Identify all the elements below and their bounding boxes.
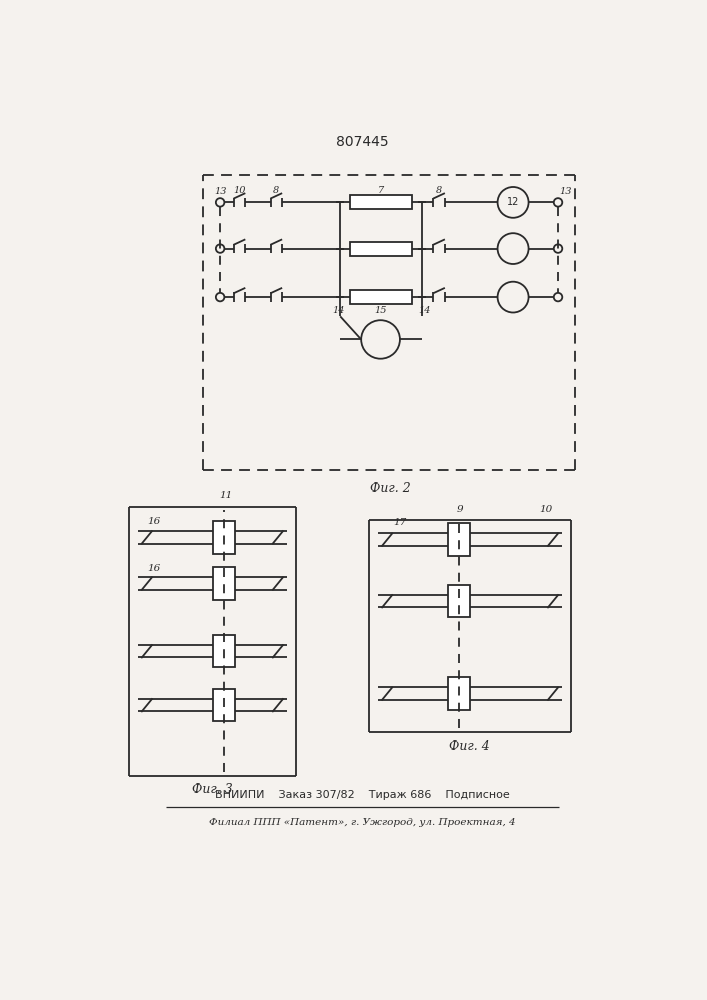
Text: Фиг. 3: Фиг. 3: [192, 783, 233, 796]
Text: 807445: 807445: [336, 135, 388, 149]
Bar: [213, 689, 235, 721]
Text: 8: 8: [436, 186, 442, 195]
Bar: [349, 195, 411, 209]
Bar: [213, 521, 235, 554]
Bar: [448, 523, 469, 556]
Bar: [213, 567, 235, 600]
Bar: [213, 635, 235, 667]
Text: 13: 13: [559, 187, 572, 196]
Text: Фиг. 4: Фиг. 4: [450, 740, 490, 753]
Text: 7: 7: [378, 186, 384, 195]
Text: 12: 12: [507, 197, 519, 207]
Text: 15: 15: [374, 306, 387, 315]
Text: 14: 14: [419, 306, 431, 315]
Bar: [349, 242, 411, 256]
Text: Фиг. 2: Фиг. 2: [370, 482, 411, 495]
Bar: [349, 290, 411, 304]
Text: 14: 14: [332, 306, 345, 315]
Bar: [448, 677, 469, 710]
Text: 17: 17: [393, 518, 407, 527]
Text: 10: 10: [539, 505, 553, 514]
Text: 10: 10: [233, 186, 245, 195]
Text: Филиал ППП «Патент», г. Ужгород, ул. Проектная, 4: Филиал ППП «Патент», г. Ужгород, ул. Про…: [209, 818, 515, 827]
Text: 11: 11: [219, 491, 232, 500]
Bar: [448, 585, 469, 617]
Text: 16: 16: [147, 517, 160, 526]
Text: 13: 13: [214, 187, 226, 196]
Text: 9: 9: [457, 505, 464, 514]
Text: 8: 8: [273, 186, 279, 195]
Text: ВНИИПИ    Заказ 307/82    Тираж 686    Подписное: ВНИИПИ Заказ 307/82 Тираж 686 Подписное: [215, 790, 509, 800]
Text: 16: 16: [147, 564, 160, 573]
